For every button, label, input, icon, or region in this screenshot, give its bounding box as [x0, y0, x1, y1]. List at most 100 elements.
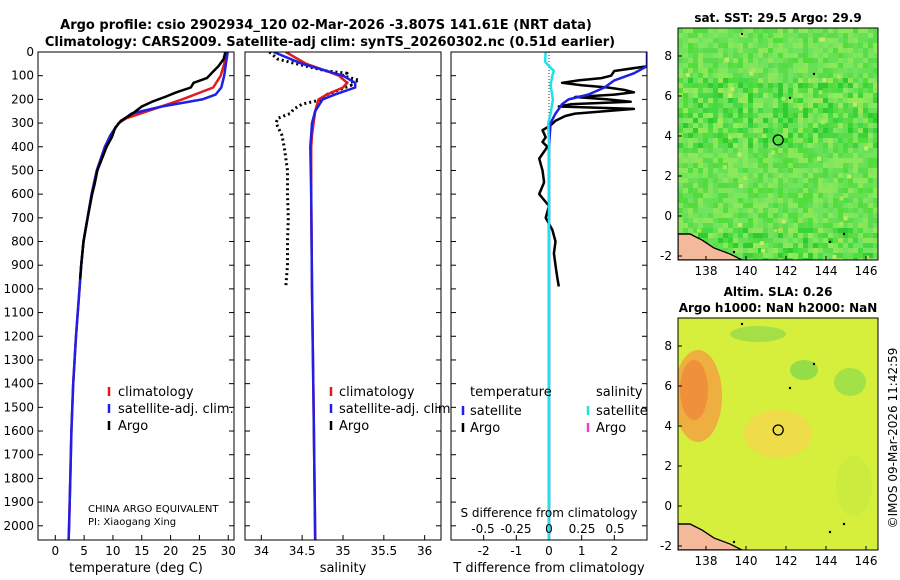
island	[812, 362, 816, 366]
legend-label: satellite	[470, 404, 522, 419]
map-frame	[677, 27, 879, 261]
y-tick-label: 1700	[3, 448, 34, 462]
map-frame	[677, 317, 879, 551]
sla-low-patch	[834, 368, 866, 396]
legend-label: satellite-adj. clim.	[118, 402, 234, 417]
legend-label: Argo	[339, 419, 369, 434]
y-tick-label: 500	[11, 163, 34, 177]
axes-frame	[450, 51, 648, 541]
x-tick-label: 5	[80, 544, 88, 558]
diff-x-label: T difference from climatology	[452, 561, 645, 576]
temperature-x-label: temperature (deg C)	[69, 561, 203, 576]
x-tick-label: 34.5	[289, 544, 316, 558]
float-position-marker	[772, 134, 784, 146]
map-x-tick-label: 138	[695, 554, 718, 568]
map1-title: sat. SST: 29.5 Argo: 29.9	[694, 11, 861, 25]
y-tick-label: 2000	[3, 519, 34, 533]
diff-top-tick-label: -0.5	[471, 522, 494, 536]
map-x-tick-label: 142	[775, 264, 798, 278]
x-tick-label: 20	[163, 544, 178, 558]
diff-t-argo-line	[537, 64, 647, 287]
y-tick-label: 1300	[3, 353, 34, 367]
map-field	[678, 28, 878, 260]
y-tick-label: 1500	[3, 400, 34, 414]
island	[740, 322, 744, 326]
map-y-tick-label: 6	[664, 379, 672, 393]
diff-top-tick-label: 0.5	[605, 522, 624, 536]
y-tick-label: 1900	[3, 495, 34, 509]
salinity-panel: 34 34.5 35 35.5 36 salinity climatology satelli…	[244, 51, 455, 576]
x-tick-label: 1	[578, 544, 586, 558]
x-tick-label: 36	[417, 544, 432, 558]
y-tick-label: 700	[11, 211, 34, 225]
map-x-tick-label: 140	[735, 554, 758, 568]
island	[812, 72, 816, 76]
island	[842, 232, 846, 236]
map-y-tick-label: 2	[664, 169, 672, 183]
diff-top-x-label: S difference from climatology	[461, 506, 638, 520]
island	[740, 32, 744, 36]
map-x-tick-label: 144	[815, 264, 838, 278]
y-tick-label: 300	[11, 116, 34, 130]
legend-label: satellite	[596, 404, 648, 419]
map2-subtitle: Argo h1000: NaN h2000: NaN	[679, 301, 878, 315]
map-y-tick-label: 4	[664, 129, 672, 143]
map-y-tick-label: 0	[664, 499, 672, 513]
y-tick-label: 900	[11, 258, 34, 272]
legend-label: Argo	[596, 421, 626, 436]
temperature-argo-line	[78, 52, 227, 280]
float-position-marker	[772, 424, 784, 436]
x-tick-label: 35	[335, 544, 350, 558]
figure-title-line2: Climatology: CARS2009. Satellite-adj cli…	[45, 35, 615, 50]
island	[828, 530, 832, 534]
map-y-tick-label: 8	[664, 339, 672, 353]
island	[788, 386, 792, 390]
y-tick-label: 1200	[3, 329, 34, 343]
sla-mid-patch	[744, 410, 812, 458]
sla-patch	[836, 456, 872, 516]
map-y-tick-label: 6	[664, 89, 672, 103]
y-tick-label: 800	[11, 235, 34, 249]
x-tick-label: 15	[134, 544, 149, 558]
y-tick-label: 0	[26, 45, 34, 59]
legend-label: satellite-adj. clim.	[339, 402, 455, 417]
y-tick-label: 1600	[3, 424, 34, 438]
coastline	[678, 233, 743, 260]
y-tick-label: 100	[11, 69, 34, 83]
x-tick-label: 34	[254, 544, 269, 558]
sla-map: 138 140 142 144 146 -2 0 2 4 6 8	[660, 317, 879, 568]
sla-low-patch	[730, 326, 786, 342]
x-tick-label: 10	[105, 544, 120, 558]
temperature-panel: 0 5 10 15 20 25 300100200300400500600700800900…	[3, 45, 235, 576]
map-y-tick-label: -2	[660, 539, 672, 553]
map2-title: Altim. SLA: 0.26	[724, 285, 833, 299]
sla-low-patch	[790, 360, 818, 380]
x-tick-label: 0	[545, 544, 553, 558]
map-y-tick-label: 8	[664, 49, 672, 63]
plot-area	[245, 52, 441, 540]
axes-frame	[37, 51, 235, 541]
y-tick-label: 600	[11, 187, 34, 201]
map-x-tick-label: 146	[855, 554, 878, 568]
map-x-tick-label: 146	[855, 264, 878, 278]
figure-title-line1: Argo profile: csio 2902934_120 02-Mar-20…	[60, 18, 592, 33]
plot-area	[38, 52, 234, 540]
difference-panel: -2 -1 0 1 2 S difference from climatology -0.5…	[450, 51, 648, 576]
diff-top-tick-label: 0.25	[569, 522, 596, 536]
axes-frame	[244, 51, 442, 541]
x-tick-label: 30	[221, 544, 236, 558]
sla-warm-core	[680, 360, 708, 420]
diff-top-tick-label: -0.25	[500, 522, 531, 536]
x-tick-label: 35.5	[370, 544, 397, 558]
diff-s-satellite-line	[543, 52, 556, 540]
x-tick-label: -1	[510, 544, 522, 558]
map-field	[678, 318, 878, 550]
x-tick-label: -2	[478, 544, 490, 558]
island	[732, 540, 736, 544]
salinity-x-label: salinity	[320, 561, 367, 576]
y-tick-label: 1000	[3, 282, 34, 296]
map-x-tick-label: 138	[695, 264, 718, 278]
credit-line1: CHINA ARGO EQUIVALENT	[88, 504, 219, 515]
map-x-tick-label: 144	[815, 554, 838, 568]
